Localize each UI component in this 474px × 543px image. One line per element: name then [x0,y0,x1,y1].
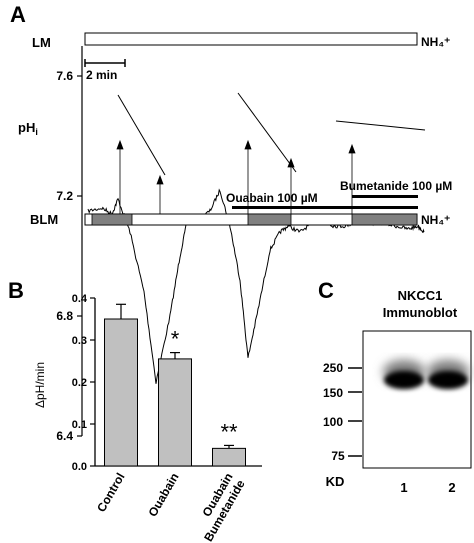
ph-tick-label: 7.6 [56,69,73,83]
fit-line-bumetanide [335,120,426,131]
lane-2-label: 2 [448,480,455,495]
ph-axis-label: pHi [18,120,38,137]
bar-2 [158,358,192,467]
kd-label: KD [326,474,345,489]
bar-3 [212,447,246,467]
lm-bar [84,32,418,46]
panel-c-letter: C [318,278,334,303]
ouabain-label: Ouabain 100 µM [226,191,318,205]
bar-y-tick-label: 0.1 [72,419,87,431]
bumetanide-bar [352,195,418,198]
blot-title-line1: NKCC1 [398,288,443,303]
ph-tick-label: 6.4 [56,429,73,443]
nh4-bottom-label: NH₄⁺ [421,213,450,227]
lane-1-label: 1 [400,480,407,495]
blm-nh4-pulse-3 [351,213,418,226]
lm-label: LM [32,35,51,50]
significance-marker-2: * [171,327,180,352]
fit-line-ouabain [237,92,297,173]
bar-chart-bars: *** [104,303,246,467]
ph-tick-label: 7.2 [56,189,73,203]
blm-nh4-pulse-1 [91,213,133,226]
rate-fit-lines [117,92,426,176]
ph-y-axis: 7.6 7.2 6.8 6.4 [56,46,83,443]
blm-label: BLM [30,212,58,227]
bar-y-tick-label: 0.0 [72,461,87,473]
marker-250: 250 [323,361,343,375]
immunoblot-image [362,330,472,469]
bar-category-label: Ouabain+ Bumetanide [184,470,248,543]
bar-category-label: Ouabain [145,471,181,520]
panel-b-letter: B [8,278,24,303]
blm-nh4-pulse-2 [247,213,292,226]
blot-band-lane1 [384,371,424,389]
bar-y-tick-label: 0.2 [72,377,87,389]
scale-bar-label: 2 min [86,68,117,82]
marker-150: 150 [323,386,343,400]
timing-arrows [116,139,356,214]
panel-a-letter: A [10,2,26,27]
blot-title-line2: Immunoblot [383,305,458,320]
marker-100: 100 [323,415,343,429]
significance-marker-3: ** [220,419,238,444]
blot-band-lane2 [428,371,468,389]
bumetanide-label: Bumetanide 100 µM [340,179,452,193]
ph-tick-label: 6.8 [56,309,73,323]
nh4-top-label: NH₄⁺ [421,35,450,49]
bar-y-tick-label: 0.3 [72,335,87,347]
bar-y-axis-label: ΔpH/min [33,362,47,408]
marker-75: 75 [331,449,345,463]
bar-y-tick-label: 0.4 [72,293,88,305]
blot-markers: 250 150 100 75 [323,361,362,463]
bar-category-label: Control [94,471,127,515]
ouabain-bar [232,206,418,209]
bar-1 [104,318,138,467]
fit-line-control [117,94,166,176]
scale-bar [84,59,126,67]
